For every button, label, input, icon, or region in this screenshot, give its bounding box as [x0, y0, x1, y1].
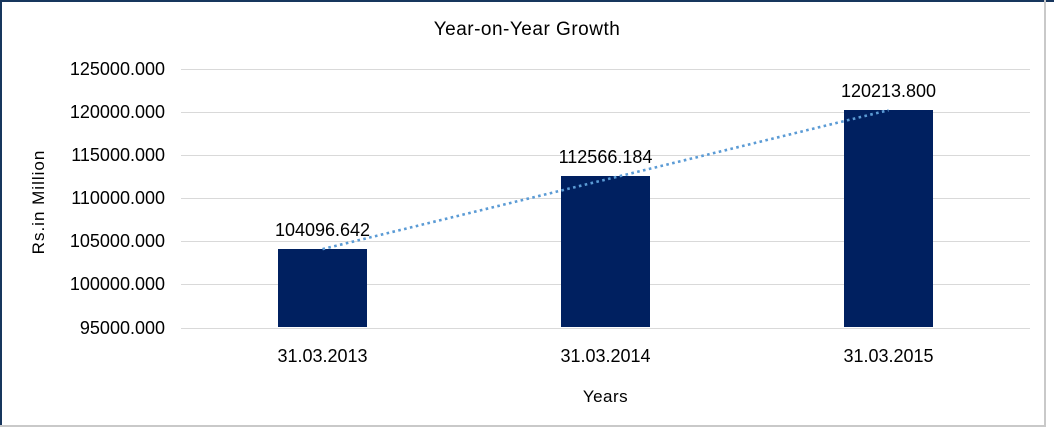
y-tick-label: 115000.000 [71, 145, 165, 165]
x-tick-label: 31.03.2015 [843, 346, 934, 366]
bar-data-label: 112566.184 [558, 147, 653, 168]
bar-data-label: 120213.800 [840, 81, 937, 102]
frame-border-left [0, 0, 2, 427]
frame-border-top [0, 0, 1054, 2]
y-tick-label: 100000.000 [69, 274, 165, 294]
frame-border-bottom [0, 425, 1046, 427]
x-axis-title: Years [582, 387, 629, 406]
gridline [181, 69, 1030, 70]
bar-31.03.2013 [278, 249, 367, 328]
x-tick-label: 31.03.2014 [560, 346, 651, 366]
y-tick-label: 120000.000 [69, 102, 165, 122]
frame-border-right [1044, 0, 1046, 427]
bar-31.03.2014 [561, 176, 650, 328]
x-tick-label: 31.03.2013 [277, 346, 368, 366]
bar-31.03.2015 [844, 110, 933, 328]
bar-data-label: 104096.642 [274, 220, 371, 241]
y-tick-label: 110000.000 [71, 188, 165, 208]
chart-title: Year-on-Year Growth [433, 19, 621, 40]
y-tick-label: 105000.000 [69, 231, 165, 251]
gridline [181, 328, 1030, 329]
y-tick-label: 95000.000 [79, 318, 165, 338]
y-tick-label: 125000.000 [69, 59, 165, 79]
